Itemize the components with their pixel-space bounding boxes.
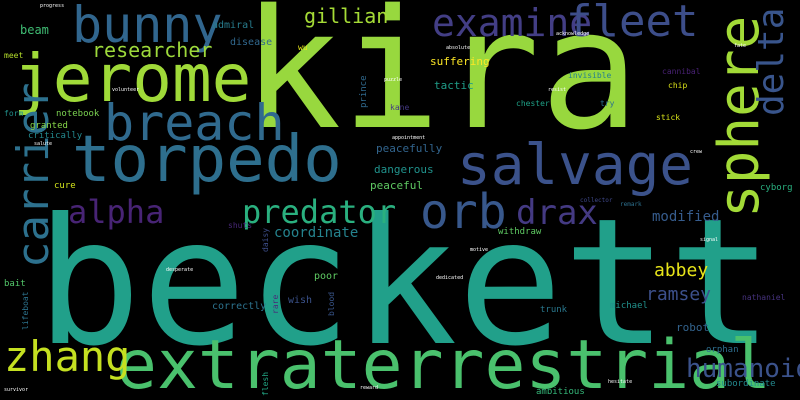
word-michael: michael [610, 301, 648, 311]
word-shuts: shuts [228, 221, 253, 230]
word-wish: wish [288, 295, 313, 306]
word-progress: progress [40, 3, 65, 9]
word-puzzle: puzzle [384, 77, 403, 83]
word-peaceful: peaceful [370, 179, 423, 192]
word-rare: rare [271, 294, 280, 314]
word-fate: fate [734, 43, 747, 49]
word-robot: robot [676, 321, 710, 334]
word-chester: chester [516, 99, 550, 108]
word-notebook: notebook [56, 109, 100, 119]
word-cyborg: cyborg [760, 183, 793, 193]
word-resist: resist [548, 87, 567, 93]
word-flesh: flesh [261, 371, 270, 396]
word-kira: kira [242, 0, 640, 166]
word-orphan: orphan [706, 345, 739, 355]
word-reward: reward [360, 385, 379, 391]
word-gillian: gillian [304, 4, 389, 28]
word-torpedo: torpedo [72, 123, 342, 197]
word-salvage: salvage [457, 133, 694, 198]
word-coordinate: coordinate [274, 225, 359, 241]
word-suffering: suffering [430, 55, 490, 68]
word-beckett: beckett [36, 182, 774, 385]
word-crew: crew [690, 149, 703, 155]
word-try: try [600, 99, 615, 108]
word-jerome: jerome [13, 40, 252, 117]
word-predator: predator [242, 193, 397, 231]
word-researcher: researcher [92, 38, 213, 62]
word-fleet: fleet [566, 0, 699, 47]
word-remark: remark [620, 201, 642, 208]
word-delta: delta [751, 7, 792, 116]
word-daisy: daisy [261, 227, 270, 252]
word-abbey: abbey [654, 260, 709, 281]
word-kane: kane [390, 103, 410, 112]
word-cure: cure [54, 181, 76, 191]
word-appointment: appointment [392, 135, 426, 141]
word-subordinate: subordinate [716, 379, 776, 389]
word-hesitate: hesitate [608, 379, 633, 385]
word-desperate: desperate [166, 267, 194, 273]
word-stick: stick [656, 113, 681, 122]
word-prince: prince [359, 75, 369, 108]
word-volunteer: volunteer [112, 87, 140, 93]
word-withdraw: withdraw [498, 227, 542, 237]
word-disease: disease [230, 37, 273, 48]
word-meet: meet [4, 51, 24, 60]
word-motive: motive [470, 247, 489, 253]
word-correctly: correctly [212, 301, 267, 312]
word-humanoid: humanoid [686, 354, 800, 384]
word-breach: breach [104, 94, 285, 152]
word-examine: examine [432, 1, 593, 45]
word-absolute: absolute [446, 45, 471, 51]
word-blood: blood [327, 291, 336, 316]
word-bunny: bunny [72, 0, 223, 54]
word-ramsey: ramsey [646, 284, 712, 305]
word-dangerous: dangerous [374, 163, 434, 176]
word-dedicated: dedicated [436, 275, 464, 281]
word-critically: critically [28, 131, 83, 141]
word-trunk: trunk [540, 305, 568, 315]
word-modified: modified [652, 209, 720, 225]
word-alpha: alpha [68, 193, 165, 231]
word-wu: wu [298, 43, 308, 52]
word-chip: chip [668, 81, 688, 90]
word-survivor: survivor [4, 387, 29, 393]
word-salute: salute [34, 141, 53, 147]
word-peacefully: peacefully [376, 142, 443, 155]
word-signal: signal [700, 237, 719, 243]
word-ambitious: ambitious [536, 387, 585, 397]
word-invisible: invisible [568, 71, 612, 80]
word-beam: beam [20, 23, 49, 37]
word-acknowledge: acknowledge [556, 31, 590, 37]
word-granted: granted [30, 121, 68, 131]
word-cannibal: cannibal [662, 67, 701, 76]
word-extraterrestrial: extraterrestrial [116, 326, 772, 400]
word-orb: orb [420, 184, 507, 240]
word-zhang: zhang [4, 332, 131, 381]
word-admiral: admiral [212, 20, 255, 31]
word-drax: drax [516, 193, 598, 233]
word-collector: collector [580, 197, 613, 204]
word-bait: bait [4, 279, 26, 289]
word-lifeboat: lifeboat [21, 291, 30, 330]
word-form: form [4, 109, 24, 118]
word-poor: poor [314, 271, 339, 282]
word-nathaniel: nathaniel [742, 293, 786, 302]
word-tactic: tactic [434, 79, 474, 92]
